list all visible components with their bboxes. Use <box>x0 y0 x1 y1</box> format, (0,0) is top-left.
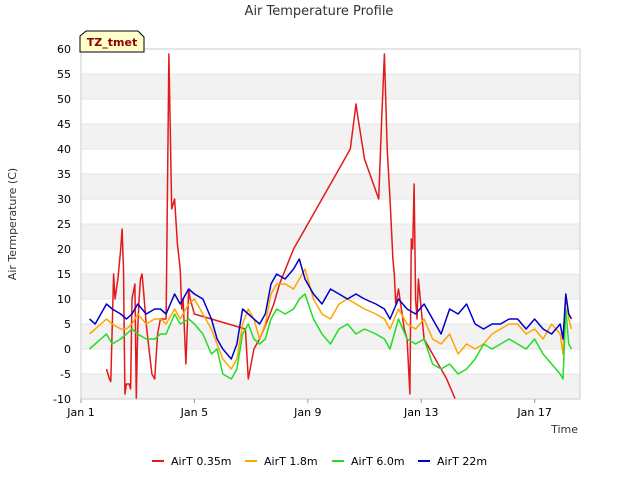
y-tick-label: 55 <box>57 68 71 81</box>
x-tick-label: Jan 9 <box>293 406 321 419</box>
legend-label: AirT 1.8m <box>264 455 318 468</box>
y-axis-ticks: -10 -5 0 5 10 15 20 25 30 35 40 45 50 55 60 <box>53 43 71 406</box>
grid-band <box>81 224 580 249</box>
legend-label: AirT 6.0m <box>351 455 405 468</box>
y-tick-label: 35 <box>57 168 71 181</box>
y-axis-label: Air Termperature (C) <box>6 168 19 280</box>
grid-band <box>81 174 580 199</box>
x-axis-label: Time <box>550 423 578 436</box>
y-tick-label: 50 <box>57 93 71 106</box>
y-tick-label: 20 <box>57 243 71 256</box>
legend-item-3[interactable]: AirT 6.0m <box>332 455 405 468</box>
y-tick-label: 15 <box>57 268 71 281</box>
x-tick-label: Jan 1 <box>66 406 94 419</box>
series-layer <box>89 53 573 400</box>
grid-band <box>81 374 580 399</box>
legend-label: AirT 0.35m <box>171 455 232 468</box>
legend-label: AirT 22m <box>437 455 487 468</box>
y-tick-label: 45 <box>57 118 71 131</box>
series-line-4 <box>89 258 573 360</box>
x-tick-label: Jan 13 <box>403 406 438 419</box>
grid-band <box>81 74 580 99</box>
y-tick-label: -10 <box>53 393 71 406</box>
chart-title: Air Temperature Profile <box>245 4 394 19</box>
legend-item-1[interactable]: AirT 0.35m <box>152 455 232 468</box>
legend[interactable]: AirT 0.35m AirT 1.8m AirT 6.0m AirT 22m <box>152 455 487 468</box>
site-badge-label: TZ_tmet <box>87 36 137 49</box>
legend-item-4[interactable]: AirT 22m <box>418 455 487 468</box>
series-line-2 <box>89 268 573 370</box>
y-tick-label: 5 <box>64 318 71 331</box>
y-tick-label: 40 <box>57 143 71 156</box>
y-tick-label: 0 <box>64 343 71 356</box>
site-badge-box <box>79 30 145 53</box>
site-badge: TZ_tmet <box>79 30 145 53</box>
x-tick-label: Jan 17 <box>516 406 551 419</box>
series-line-3 <box>89 293 573 380</box>
series-line-1 <box>105 53 456 400</box>
plot-frame <box>80 48 581 400</box>
y-tick-label: -5 <box>60 368 71 381</box>
y-tick-label: 25 <box>57 218 71 231</box>
grid-band <box>81 324 580 349</box>
y-tick-label: 60 <box>57 43 71 56</box>
grid-band <box>81 274 580 299</box>
y-tick-label: 30 <box>57 193 71 206</box>
y-tick-label: 10 <box>57 293 71 306</box>
legend-item-2[interactable]: AirT 1.8m <box>245 455 318 468</box>
x-axis-ticks: Jan 1 Jan 5 Jan 9 Jan 13 Jan 17 <box>66 399 552 419</box>
grid-band <box>81 124 580 149</box>
x-tick-label: Jan 5 <box>180 406 208 419</box>
